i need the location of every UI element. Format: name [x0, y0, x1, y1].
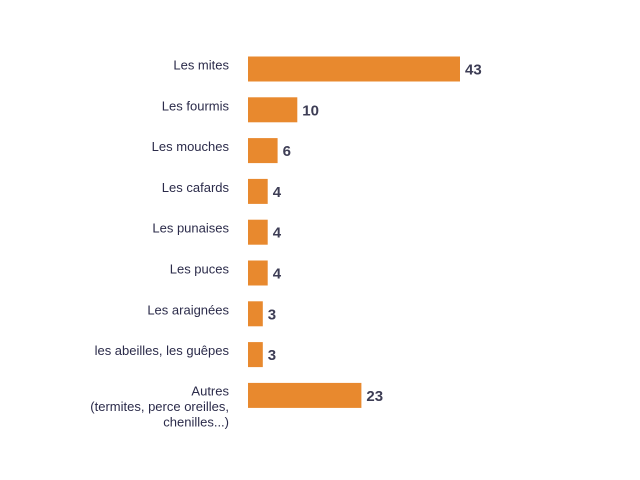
category-label-line: chenilles...): [163, 414, 229, 429]
value-label-1: 10: [302, 102, 319, 119]
category-label-0: Les mites: [173, 58, 229, 73]
category-label-line: Autres: [191, 383, 229, 398]
value-label-0: 43: [465, 62, 482, 79]
value-label-2: 6: [283, 143, 291, 160]
bar-5: [248, 260, 268, 286]
bar-6: [248, 301, 263, 327]
bar-0: [248, 56, 460, 82]
category-label-3: Les cafards: [162, 180, 230, 195]
category-label-line: (termites, perce oreilles,: [90, 399, 229, 414]
category-labels: Les mites Les fourmis Les mouches Les cafar…: [90, 58, 229, 430]
category-label-4: Les punaises: [152, 221, 229, 236]
value-label-8: 23: [366, 388, 383, 405]
category-label-line: Les puces: [170, 262, 230, 277]
value-label-7: 3: [268, 347, 276, 364]
value-label-6: 3: [268, 306, 276, 323]
bar-8: [248, 382, 362, 408]
bar-7: [248, 342, 263, 368]
category-label-line: les abeilles, les guêpes: [95, 343, 230, 358]
bar-1: [248, 97, 298, 123]
category-label-line: Les punaises: [152, 221, 229, 236]
category-label-8: Autres (termites, perce oreilles, chenille…: [90, 383, 229, 429]
bar-4: [248, 219, 268, 245]
category-label-line: Les cafards: [162, 180, 230, 195]
category-label-line: Les mouches: [152, 139, 230, 154]
category-label-line: Les fourmis: [162, 98, 230, 113]
value-label-3: 4: [273, 184, 282, 201]
bar-2: [248, 138, 278, 164]
category-label-7: les abeilles, les guêpes: [95, 343, 230, 358]
category-label-1: Les fourmis: [162, 98, 230, 113]
category-label-6: Les araignées: [147, 302, 229, 317]
bar-3: [248, 178, 268, 204]
category-label-line: Les araignées: [147, 302, 229, 317]
value-label-4: 4: [273, 225, 282, 242]
bars: [248, 56, 460, 408]
value-label-5: 4: [273, 266, 282, 283]
category-label-line: Les mites: [173, 58, 229, 73]
category-label-2: Les mouches: [152, 139, 230, 154]
category-label-5: Les puces: [170, 262, 230, 277]
